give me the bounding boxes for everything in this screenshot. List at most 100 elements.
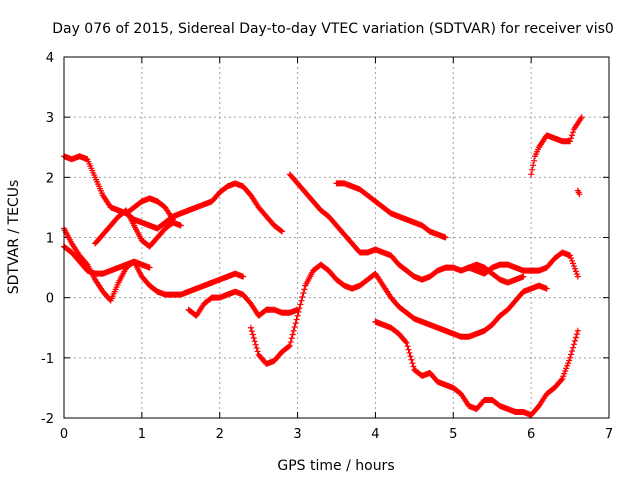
data-point (573, 331, 580, 338)
data-point (567, 354, 574, 361)
data-point (403, 339, 410, 346)
data-point (278, 227, 285, 234)
data-point (285, 343, 292, 350)
data-point (292, 320, 299, 327)
data-point (298, 297, 305, 304)
data-point (570, 263, 577, 270)
x-tick-label: 2 (216, 427, 224, 442)
data-point (528, 171, 535, 178)
data-point (558, 377, 565, 384)
data-point (568, 351, 575, 358)
y-axis-label: SDTVAR / TECUs (6, 180, 22, 295)
data-point (253, 345, 260, 352)
data-point (406, 349, 413, 356)
series-track-i (333, 180, 449, 241)
data-point (569, 132, 576, 139)
x-tick-label: 1 (138, 427, 146, 442)
data-point (571, 337, 578, 344)
data-point (410, 363, 417, 370)
data-point (408, 356, 415, 363)
series-track-a (61, 153, 176, 223)
data-point (529, 166, 536, 173)
data-point (288, 335, 295, 342)
chart-title: Day 076 of 2015, Sidereal Day-to-day VTE… (52, 21, 614, 37)
data-point (531, 157, 538, 164)
data-point (405, 346, 412, 353)
grid-lines (64, 57, 609, 418)
data-point (543, 285, 550, 292)
data-point (574, 273, 581, 280)
data-point (290, 327, 297, 334)
data-point (286, 342, 293, 349)
data-point (561, 370, 568, 377)
series-track-e (123, 180, 285, 235)
data-point (571, 265, 578, 272)
data-point (569, 129, 576, 136)
data-point (146, 264, 153, 271)
data-point (563, 365, 570, 372)
data-point (572, 334, 579, 341)
y-tick-label: -1 (41, 352, 54, 367)
data-point (520, 273, 527, 280)
data-point (407, 353, 414, 360)
data-point (248, 328, 255, 335)
data-point (572, 268, 579, 275)
series-track-g (247, 261, 550, 367)
data-point (296, 305, 303, 312)
data-marks (61, 114, 585, 418)
x-tick-label: 3 (293, 427, 301, 442)
data-point (294, 312, 301, 319)
data-point (569, 348, 576, 355)
series-outlier (574, 187, 583, 198)
y-tick-label: 1 (46, 232, 54, 247)
data-point (177, 222, 184, 229)
data-point (568, 255, 575, 262)
data-point (240, 273, 247, 280)
data-point (568, 135, 575, 142)
data-point (565, 360, 572, 367)
data-point (560, 373, 567, 380)
data-point (293, 316, 300, 323)
series-track-c (92, 207, 184, 250)
x-tick-label: 0 (60, 427, 68, 442)
data-point (247, 324, 254, 331)
data-point (570, 341, 577, 348)
data-point (251, 338, 258, 345)
data-point (297, 301, 304, 308)
data-point (569, 257, 576, 264)
data-point (300, 290, 307, 297)
data-point (573, 270, 580, 277)
data-point (566, 357, 573, 364)
data-point (287, 339, 294, 346)
data-point (249, 331, 256, 338)
series-track-f (185, 288, 301, 319)
x-tick-label: 5 (449, 427, 457, 442)
data-point (564, 362, 571, 369)
data-point (578, 114, 585, 121)
y-tick-label: 3 (46, 111, 54, 126)
x-tick-label: 6 (527, 427, 535, 442)
y-tick-label: 4 (46, 51, 54, 66)
y-tick-label: 0 (46, 292, 54, 307)
axis-ticks: 0 1 2 3 4 5 6 7 -2 -1 0 1 2 3 4 (41, 51, 613, 442)
x-tick-label: 4 (371, 427, 379, 442)
data-point (576, 191, 583, 198)
data-point (279, 228, 285, 235)
data-point (295, 308, 302, 315)
data-point (289, 331, 296, 338)
data-point (574, 327, 581, 334)
data-point (409, 360, 416, 367)
data-point (567, 252, 574, 259)
data-point (250, 334, 257, 341)
x-tick-label: 7 (605, 427, 613, 442)
series-track-j (372, 318, 581, 418)
series-track-k (465, 249, 581, 280)
data-point (404, 343, 411, 350)
series-track-d (61, 243, 247, 298)
series-track-l (528, 114, 585, 178)
plot-frame (63, 56, 610, 419)
data-point (301, 286, 308, 293)
data-point (442, 234, 449, 241)
